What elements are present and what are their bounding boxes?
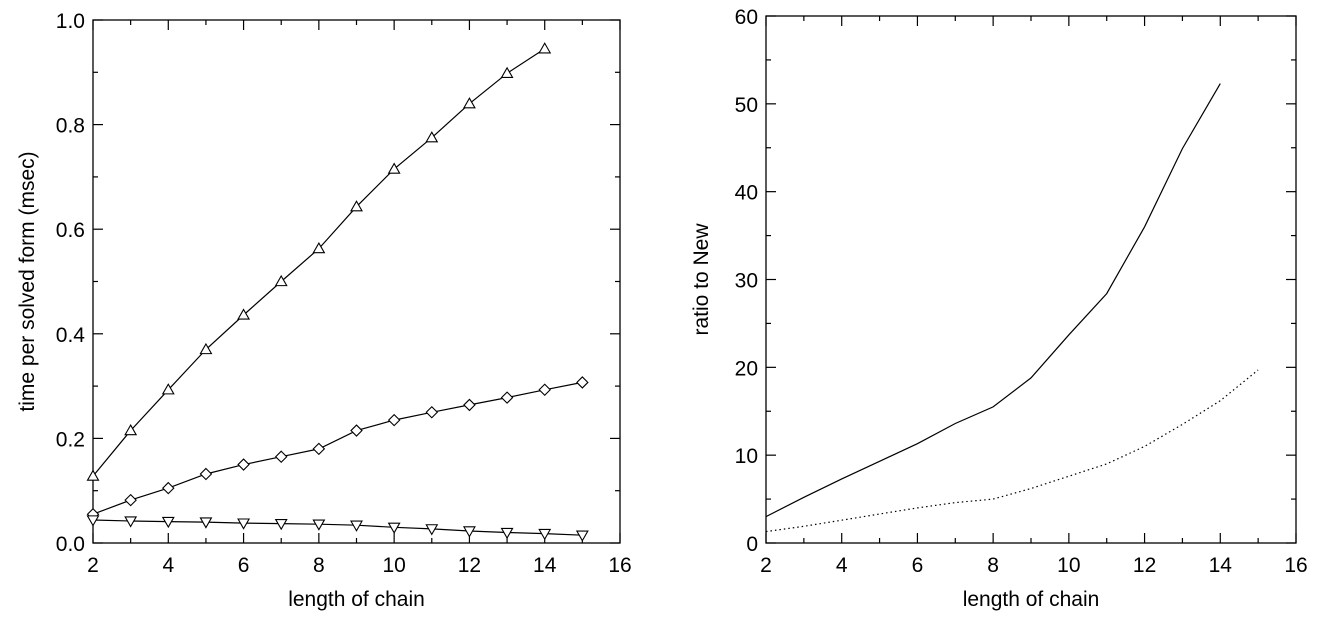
x-tick-label: 12 <box>458 554 481 577</box>
data-point-triangle-down <box>237 518 251 530</box>
data-point-diamond <box>237 458 250 471</box>
data-point-triangle-up <box>312 241 326 254</box>
data-point-diamond <box>350 424 363 437</box>
x-tick-label: 16 <box>608 554 631 577</box>
data-point-triangle-down <box>350 520 363 532</box>
y-tick-label: 50 <box>735 94 758 117</box>
x-tick-label: 10 <box>1057 554 1080 577</box>
y-tick-label: 0 <box>746 533 758 556</box>
x-tick-label: 10 <box>382 554 405 577</box>
left-chart: 2 4 6 8 10 12 14 16 0.0 0.2 0.4 0.6 0.8 1.0 length of … <box>16 10 632 611</box>
x-tick-label: 8 <box>987 554 999 577</box>
x-tick-label: 14 <box>1209 554 1233 577</box>
x-tick-label: 12 <box>1133 554 1156 577</box>
data-point-diamond <box>312 442 326 456</box>
x-tick-label: 6 <box>238 554 250 577</box>
series-line-2 <box>92 381 583 515</box>
data-point-diamond <box>199 467 213 481</box>
data-point-triangle-down <box>462 526 476 538</box>
data-point-triangle-up <box>274 274 288 287</box>
y-tick-label: 0.6 <box>56 219 85 242</box>
data-point-diamond <box>124 493 137 507</box>
data-point-diamond <box>576 376 589 389</box>
data-point-triangle-up <box>462 97 476 109</box>
data-point-diamond <box>538 383 551 397</box>
data-point-diamond <box>500 391 514 404</box>
data-point-triangle-up <box>425 131 439 143</box>
data-point-triangle-down <box>575 530 589 542</box>
data-point-triangle-down <box>425 524 439 536</box>
x-axis-label: length of chain <box>963 588 1100 611</box>
x-tick-label: 16 <box>1284 554 1307 577</box>
left-plot-frame <box>92 19 621 544</box>
y-axis-label: ratio to New <box>690 223 713 336</box>
data-point-diamond <box>387 413 401 427</box>
series-line-1 <box>92 48 546 477</box>
x-tick-label: 2 <box>87 554 99 577</box>
data-point-triangle-up <box>199 342 213 355</box>
y-tick-label: 0.2 <box>56 428 85 451</box>
data-point-triangle-up <box>350 200 363 212</box>
x-axis-label: length of chain <box>288 588 425 611</box>
y-tick-label: 40 <box>735 182 758 205</box>
y-tick-label: 0.0 <box>56 533 85 556</box>
y-tick-label: 10 <box>735 445 758 468</box>
y-tick-label: 60 <box>735 6 758 29</box>
x-tick-label: 2 <box>760 554 772 577</box>
right-plot-frame <box>765 15 1297 544</box>
y-axis-label: time per solved form (msec) <box>16 151 39 411</box>
x-tick-label: 14 <box>533 554 557 577</box>
x-tick-label: 8 <box>313 554 325 577</box>
data-point-triangle-down <box>387 522 401 534</box>
data-point-triangle-down <box>86 515 100 527</box>
data-point-triangle-up <box>538 42 552 54</box>
series-line-2 <box>765 369 1259 533</box>
data-point-triangle-down <box>274 518 288 531</box>
data-point-triangle-down <box>538 528 552 541</box>
y-tick-label: 30 <box>735 270 758 293</box>
data-point-diamond <box>425 405 439 419</box>
series-line-1 <box>765 83 1221 518</box>
data-point-diamond <box>463 398 476 412</box>
y-tick-label: 0.4 <box>56 324 86 347</box>
x-tick-label: 4 <box>836 554 848 577</box>
data-point-diamond <box>162 481 175 495</box>
data-point-triangle-up <box>124 423 138 436</box>
right-chart: 2 4 6 8 10 12 14 16 0 10 20 30 40 50 60 length of chain… <box>690 6 1308 611</box>
y-tick-label: 20 <box>735 357 758 380</box>
data-point-diamond <box>274 450 288 463</box>
data-point-triangle-down <box>500 527 514 540</box>
data-point-triangle-down <box>161 516 175 529</box>
data-point-triangle-down <box>124 516 138 528</box>
data-point-triangle-down <box>312 519 326 531</box>
data-point-triangle-up <box>387 162 401 174</box>
data-point-triangle-down <box>199 517 213 529</box>
x-tick-label: 4 <box>162 554 174 577</box>
y-tick-label: 1.0 <box>56 10 85 33</box>
series-line-3 <box>92 519 583 536</box>
data-point-triangle-up <box>86 469 100 481</box>
data-point-triangle-up <box>500 66 514 79</box>
data-point-triangle-up <box>237 308 251 320</box>
y-tick-label: 0.8 <box>56 115 85 138</box>
x-tick-label: 6 <box>912 554 924 577</box>
data-point-triangle-up <box>161 383 175 395</box>
